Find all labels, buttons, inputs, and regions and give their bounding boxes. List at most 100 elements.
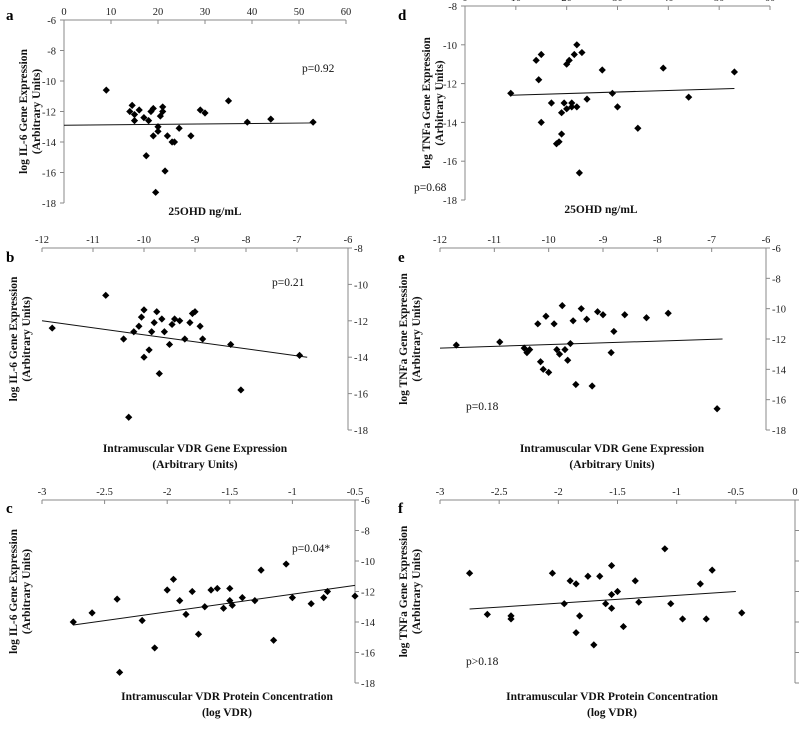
x-tick-label: -2 (554, 487, 563, 498)
trend-line (439, 338, 723, 349)
y-tick-label: -14 (42, 138, 57, 149)
data-point (151, 644, 159, 652)
data-point (191, 308, 199, 316)
data-point (555, 350, 564, 358)
data-point (187, 132, 195, 140)
y-tick-label: -8 (361, 527, 370, 538)
x-axis-label: (log VDR) (587, 707, 637, 719)
data-point (152, 188, 160, 196)
data-point (536, 358, 545, 366)
data-point (130, 328, 138, 336)
y-tick-label: -12 (42, 108, 56, 119)
data-point (158, 315, 166, 323)
x-tick-label: 0 (792, 487, 797, 498)
y-tick-label: -12 (772, 335, 786, 346)
y-tick-label: -18 (354, 426, 368, 437)
p-value-label: p=0.04* (292, 543, 330, 555)
data-point (307, 600, 315, 608)
data-point (135, 106, 143, 114)
y-tick-label: -18 (42, 199, 56, 210)
data-point (130, 117, 139, 125)
data-point (176, 317, 184, 325)
data-point (738, 609, 746, 617)
data-point (575, 169, 583, 177)
data-point (602, 600, 610, 608)
data-point (163, 132, 171, 140)
x-tick-label: -8 (242, 235, 251, 246)
y-tick-label: -12 (361, 588, 375, 599)
data-point (140, 114, 148, 122)
data-point (590, 641, 598, 649)
panel-c: -6 -8 -10 -12 -14 -16 -18 -3 -2.5 -2 -1.5 -1 -0.5 c p=… (6, 487, 376, 719)
data-point (572, 629, 580, 637)
trend-line (469, 591, 736, 610)
y-tick-label: -8 (47, 47, 56, 58)
data-point (596, 572, 604, 580)
data-point (608, 89, 617, 97)
data-point (251, 597, 259, 605)
x-axis-label: (log VDR) (202, 707, 252, 719)
data-point (243, 118, 251, 126)
data-point (542, 312, 550, 320)
x-tick-label: -8 (653, 235, 662, 246)
x-tick-label: -12 (35, 235, 49, 246)
trend-line (41, 320, 308, 358)
y-tick-label: -12 (443, 80, 457, 91)
data-point (130, 110, 139, 119)
panel-a: -6 -8 -10 -12 -14 -16 -18 0 10 20 30 40 50 60 a p=0.92 2… (6, 7, 351, 218)
data-point (607, 561, 616, 570)
data-point (678, 615, 687, 623)
data-point (170, 138, 179, 146)
data-point (161, 167, 169, 175)
data-point (708, 566, 716, 574)
data-point (539, 365, 547, 373)
y-tick-label: -14 (443, 118, 458, 129)
data-point (578, 48, 586, 57)
data-point (621, 311, 629, 319)
data-point (159, 103, 167, 111)
data-point (593, 308, 602, 316)
y-tick-label: -10 (42, 77, 56, 88)
data-point (140, 353, 148, 361)
p-value-label: p=0.92 (302, 63, 335, 75)
data-point (188, 587, 196, 596)
data-point (120, 335, 128, 343)
x-tick-label: -2.5 (491, 487, 508, 498)
data-point (548, 569, 557, 577)
x-tick-label: 20 (153, 7, 164, 18)
data-point (128, 101, 136, 109)
y-tick-label: -16 (361, 649, 375, 660)
data-point (159, 107, 167, 116)
x-tick-label: -0.5 (728, 487, 745, 498)
panel-b: -8 -10 -12 -14 -16 -18 -12 -11 -10 -9 -8 -7 -6 b p=0.2… (6, 235, 369, 471)
data-point (534, 320, 542, 328)
y-tick-label: -6 (361, 496, 370, 507)
data-point (483, 610, 491, 618)
data-point (154, 127, 162, 135)
data-point (507, 615, 515, 623)
data-point (142, 152, 150, 160)
y-tick-label: -18 (361, 679, 375, 690)
data-point (48, 324, 56, 332)
x-tick-label: -2 (163, 487, 172, 498)
data-point (154, 123, 162, 131)
x-tick-label: -7 (293, 235, 302, 246)
data-point (550, 320, 558, 328)
data-point (175, 124, 183, 132)
data-point (69, 618, 77, 626)
data-point (572, 380, 580, 389)
data-point (138, 616, 146, 625)
y-tick-label: -10 (361, 557, 375, 568)
data-point (619, 622, 628, 631)
data-point (169, 575, 178, 583)
data-point (560, 600, 568, 608)
y-tick-label: -12 (354, 317, 368, 328)
y-axis-label: log TNFa Gene Expression (398, 525, 410, 657)
y-tick-label: -14 (361, 618, 376, 629)
x-axis-label: Intramuscular VDR Gene Expression (103, 443, 288, 455)
data-point (168, 320, 176, 329)
y-tick-label: -14 (354, 353, 369, 364)
data-point (569, 317, 577, 325)
data-point (196, 106, 204, 114)
data-point (465, 569, 474, 577)
